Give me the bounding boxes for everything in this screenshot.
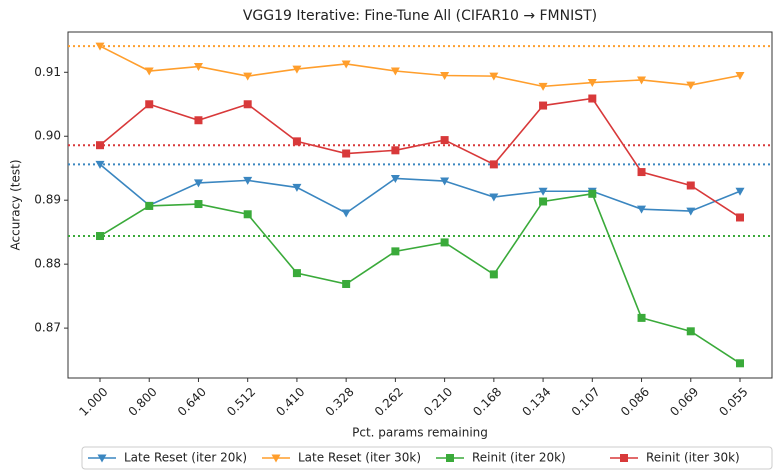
- marker: [193, 179, 203, 188]
- x-tick-label: 0.328: [323, 385, 357, 419]
- marker: [489, 270, 498, 279]
- marker: [243, 176, 253, 185]
- marker: [145, 100, 154, 109]
- marker: [686, 81, 696, 90]
- y-tick-label: 0.90: [34, 129, 61, 143]
- marker: [620, 454, 628, 462]
- marker: [446, 454, 454, 462]
- marker: [637, 205, 647, 214]
- marker: [194, 116, 203, 125]
- marker: [440, 177, 450, 186]
- marker: [96, 141, 104, 150]
- marker: [341, 60, 351, 69]
- y-tick-label: 0.87: [34, 321, 61, 335]
- marker: [736, 213, 744, 222]
- marker: [736, 359, 744, 368]
- marker: [686, 181, 695, 190]
- marker: [489, 193, 499, 202]
- marker: [95, 160, 105, 169]
- series-line: [99, 192, 741, 364]
- x-tick-label: 0.262: [372, 385, 406, 419]
- marker: [686, 207, 696, 216]
- y-tick-label: 0.91: [34, 65, 61, 79]
- marker: [271, 454, 281, 463]
- marker: [539, 197, 548, 206]
- marker: [538, 187, 548, 196]
- marker: [292, 137, 301, 146]
- x-tick-label: 0.210: [421, 385, 455, 419]
- legend-label: Reinit (iter 20k): [472, 451, 566, 465]
- x-axis-label: Pct. params remaining: [352, 426, 488, 440]
- x-tick-label: 1.000: [76, 385, 110, 419]
- marker: [243, 210, 252, 219]
- series-line: [99, 45, 741, 88]
- x-tick-label: 0.168: [470, 385, 504, 419]
- marker: [440, 136, 449, 145]
- marker: [391, 247, 400, 256]
- marker: [342, 279, 351, 288]
- marker: [489, 72, 499, 81]
- marker: [440, 71, 450, 80]
- x-tick-label: 0.640: [175, 385, 209, 419]
- marker: [637, 313, 646, 322]
- marker: [588, 189, 597, 198]
- x-tick-label: 0.055: [716, 385, 750, 419]
- marker: [686, 327, 695, 336]
- marker: [538, 82, 548, 91]
- plot-frame: [67, 31, 773, 379]
- marker: [390, 174, 400, 183]
- marker: [144, 67, 154, 76]
- marker: [735, 71, 745, 80]
- marker: [391, 146, 400, 155]
- marker: [342, 149, 351, 158]
- marker: [243, 72, 253, 81]
- marker: [637, 76, 647, 85]
- x-tick-label: 0.086: [618, 385, 652, 419]
- marker: [588, 94, 597, 103]
- marker: [292, 183, 302, 192]
- x-tick-label: 0.800: [126, 385, 160, 419]
- legend-label: Late Reset (iter 30k): [298, 451, 421, 465]
- y-tick-label: 0.88: [34, 257, 61, 271]
- marker: [587, 79, 597, 88]
- legend-label: Reinit (iter 30k): [646, 451, 740, 465]
- marker: [292, 65, 302, 74]
- marker: [193, 63, 203, 72]
- y-axis-label: Accuracy (test): [9, 159, 23, 250]
- marker: [637, 168, 646, 177]
- x-tick-label: 0.410: [273, 385, 307, 419]
- marker: [97, 454, 107, 463]
- x-tick-label: 0.069: [667, 385, 701, 419]
- marker: [440, 238, 449, 247]
- marker: [489, 160, 498, 169]
- series-line: [99, 163, 741, 214]
- marker: [96, 232, 104, 241]
- legend-box: [81, 446, 773, 470]
- chart-title: VGG19 Iterative: Fine-Tune All (CIFAR10 …: [243, 8, 597, 24]
- x-tick-label: 0.134: [519, 385, 553, 419]
- marker: [243, 100, 252, 109]
- marker: [194, 200, 203, 209]
- marker: [145, 201, 154, 210]
- marker: [735, 187, 745, 196]
- marker: [95, 42, 105, 51]
- series-line: [99, 97, 741, 219]
- marker: [390, 67, 400, 76]
- marker: [292, 269, 301, 278]
- x-tick-label: 0.512: [224, 385, 258, 419]
- marker: [539, 101, 548, 110]
- x-tick-label: 0.107: [569, 385, 603, 419]
- y-tick-label: 0.89: [34, 193, 61, 207]
- marker: [341, 209, 351, 218]
- legend-label: Late Reset (iter 20k): [124, 451, 247, 465]
